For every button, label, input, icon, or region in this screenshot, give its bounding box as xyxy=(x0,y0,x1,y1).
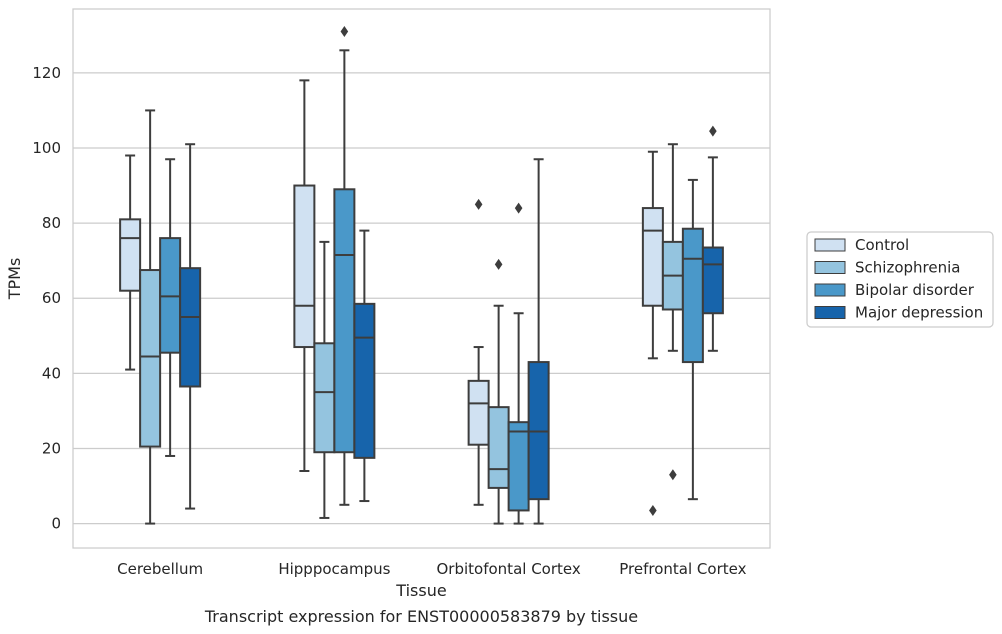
y-tick-label: 80 xyxy=(42,214,61,232)
x-tick-label: Prefrontal Cortex xyxy=(619,560,746,578)
outlier-point xyxy=(649,504,657,516)
y-tick-label: 0 xyxy=(51,515,61,533)
y-tick-label: 60 xyxy=(42,289,61,307)
legend-swatch xyxy=(814,283,846,297)
legend-swatch xyxy=(814,306,846,319)
legend-swatch xyxy=(814,261,846,274)
box-iqr xyxy=(353,302,376,459)
y-tick-label: 40 xyxy=(42,364,61,382)
outlier-point xyxy=(340,26,349,38)
box-iqr xyxy=(139,269,162,448)
y-axis-title: TPMs xyxy=(5,258,24,301)
box-group xyxy=(467,198,490,506)
box-iqr xyxy=(293,184,316,349)
box-group xyxy=(293,79,316,472)
plot-area-frame xyxy=(72,8,771,549)
box-group xyxy=(333,26,356,506)
box-iqr xyxy=(179,267,202,388)
y-tick-labels: 0 20 40 60 80 100 120 xyxy=(32,64,61,533)
box-iqr xyxy=(507,421,530,512)
legend: Control Schizophrenia Bipolar disorder Majo… xyxy=(806,231,994,328)
legend-label: Bipolar disorder xyxy=(855,281,975,299)
box-group xyxy=(701,125,724,352)
box-iqr xyxy=(333,188,356,454)
box-iqr xyxy=(119,218,142,292)
legend-frame xyxy=(806,231,994,328)
box-group xyxy=(641,150,664,516)
box-iqr xyxy=(701,246,724,315)
box-group xyxy=(353,229,376,503)
box-iqr xyxy=(641,207,664,307)
legend-label: Major depression xyxy=(855,304,983,322)
box-group xyxy=(159,158,182,457)
box-group xyxy=(119,154,142,371)
box-iqr xyxy=(681,227,704,364)
y-tick-label: 120 xyxy=(32,64,61,82)
box-group xyxy=(681,178,704,501)
box-group xyxy=(527,158,550,525)
outlier-point xyxy=(669,469,677,481)
y-tick-label: 20 xyxy=(42,439,61,457)
box-iqr xyxy=(313,342,336,454)
x-tick-labels: Cerebellum Hipppocampus Orbitofontal Corte… xyxy=(117,560,746,578)
legend-swatch xyxy=(814,238,846,252)
legend-label: Control xyxy=(855,236,909,254)
x-axis-title: Tissue xyxy=(395,581,446,600)
outlier-point xyxy=(494,258,503,270)
box-group xyxy=(661,143,684,481)
y-tick-label: 100 xyxy=(32,139,61,157)
figure-caption: Transcript expression for ENST0000058387… xyxy=(204,607,638,626)
x-tick-label: Hipppocampus xyxy=(278,560,390,578)
x-tick-label: Orbitofontal Cortex xyxy=(437,560,581,578)
box-group xyxy=(313,240,336,519)
outlier-point xyxy=(474,198,483,210)
box-group xyxy=(507,202,530,525)
x-tick-label: Cerebellum xyxy=(117,560,203,578)
box-group xyxy=(179,143,202,510)
outlier-point xyxy=(514,202,523,214)
outlier-point xyxy=(709,125,717,137)
box-series xyxy=(119,26,724,525)
box-iqr xyxy=(487,406,510,489)
legend-label: Schizophrenia xyxy=(855,259,960,277)
box-group xyxy=(139,109,162,525)
box-iqr xyxy=(467,379,490,446)
